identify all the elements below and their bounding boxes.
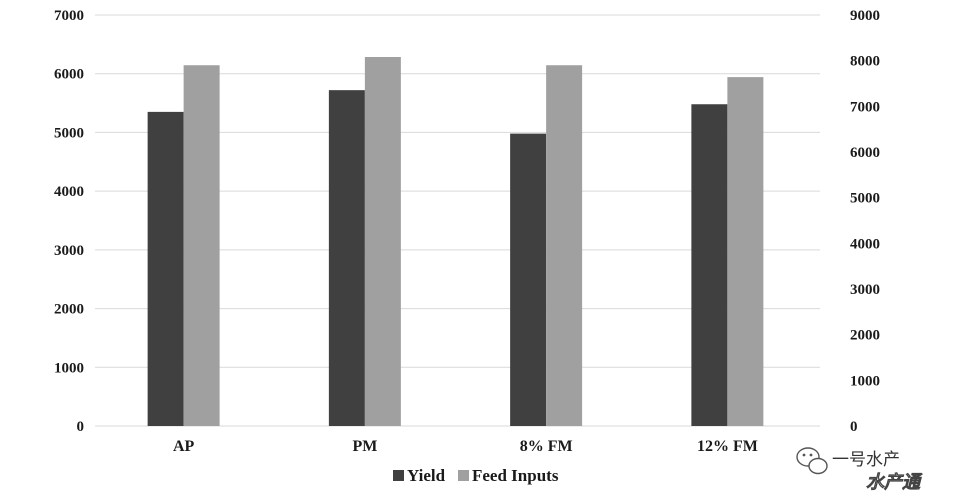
bar-feed-inputs: [364, 57, 401, 426]
watermark-line2: 水产通: [866, 472, 923, 493]
x-category-label: 12% FM: [697, 438, 758, 455]
y-right-tick-label: 9000: [850, 8, 880, 24]
y-left-tick-label: 4000: [54, 184, 84, 200]
bar-yield: [147, 111, 184, 426]
y-left-tick-label: 7000: [54, 8, 84, 24]
legend-swatch: [393, 470, 404, 481]
y-left-tick-label: 1000: [54, 360, 84, 376]
y-right-tick-label: 3000: [850, 282, 880, 298]
wechat-icon: [796, 447, 828, 475]
y-axis-left: 0 1000 2000 3000 4000 5000 6000 7000: [54, 8, 84, 435]
watermark: 一号水产 水产通: [796, 447, 923, 493]
x-category-label: PM: [352, 438, 377, 455]
bar-yield: [691, 104, 728, 426]
bar-yield: [328, 90, 365, 426]
y-right-tick-label: 7000: [850, 99, 880, 115]
y-left-tick-label: 3000: [54, 243, 84, 259]
x-category-label: AP: [173, 438, 195, 455]
y-left-tick-label: 6000: [54, 67, 84, 83]
y-axis-right: 0 1000 2000 3000 4000 5000 6000 7000 8000 9000: [850, 8, 880, 435]
y-right-tick-label: 0: [850, 419, 858, 435]
y-right-tick-label: 4000: [850, 236, 880, 252]
x-category-label: 8% FM: [520, 438, 573, 455]
bar-yield: [510, 133, 547, 427]
bars: [147, 57, 764, 427]
bar-feed-inputs: [546, 65, 583, 426]
legend-swatch: [458, 470, 469, 481]
y-right-tick-label: 1000: [850, 373, 880, 389]
y-left-tick-label: 5000: [54, 125, 84, 141]
legend-label: Feed Inputs: [472, 466, 559, 485]
y-left-tick-label: 0: [77, 419, 85, 435]
y-left-tick-label: 2000: [54, 302, 84, 318]
legend: Yield Feed Inputs: [393, 466, 559, 485]
y-right-tick-label: 6000: [850, 145, 880, 161]
y-right-tick-label: 8000: [850, 54, 880, 70]
bar-feed-inputs: [727, 77, 764, 427]
watermark-line1: 一号水产: [832, 450, 900, 470]
bar-feed-inputs: [183, 65, 220, 426]
legend-label: Yield: [407, 466, 446, 485]
y-right-tick-label: 5000: [850, 191, 880, 207]
y-right-tick-label: 2000: [850, 328, 880, 344]
x-axis-categories: AP PM 8% FM 12% FM: [173, 438, 758, 455]
